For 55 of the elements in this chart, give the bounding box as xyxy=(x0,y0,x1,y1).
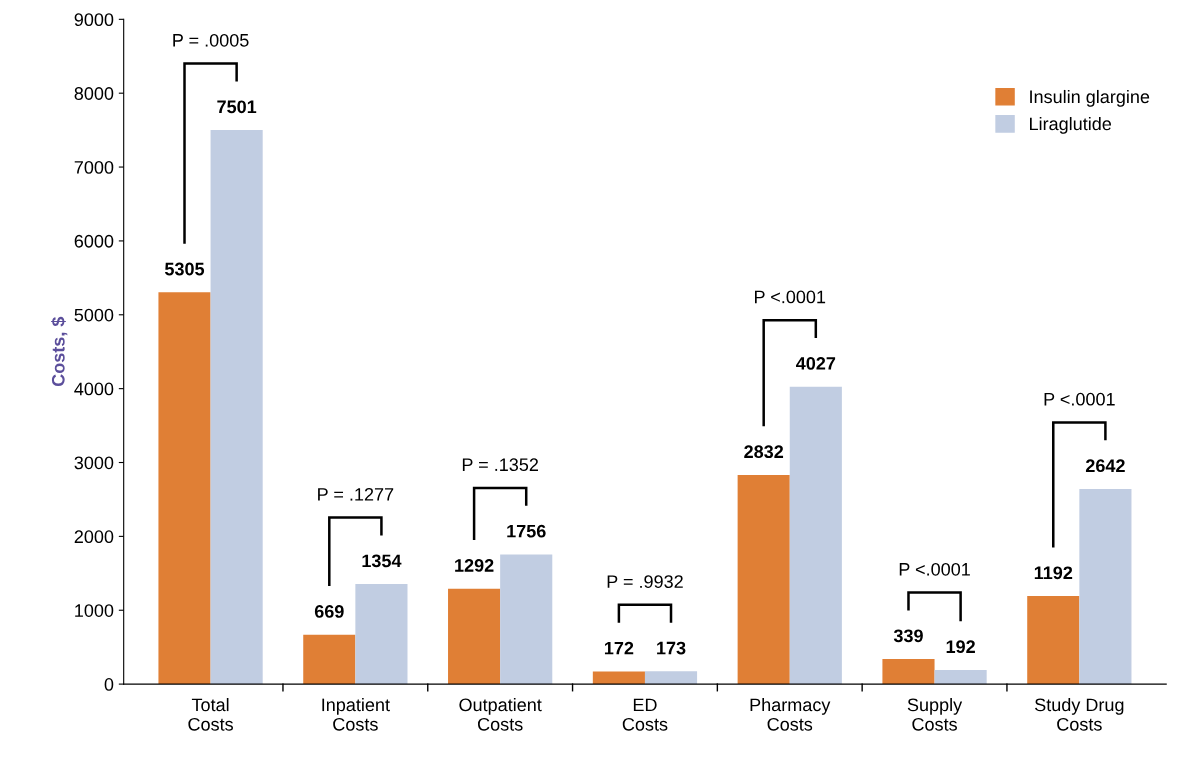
bar xyxy=(303,634,356,685)
y-tick-label: 7000 xyxy=(74,160,114,174)
x-tick-label: Supply Costs xyxy=(907,697,963,731)
legend-label: Liraglutide xyxy=(1030,116,1112,134)
y-tick-label: 9000 xyxy=(74,13,114,27)
bar xyxy=(158,292,211,685)
y-tick-label: 2000 xyxy=(74,530,114,544)
bar xyxy=(592,671,645,685)
data-label: 5305 xyxy=(164,262,205,276)
bar xyxy=(210,130,263,685)
bar xyxy=(1079,488,1132,685)
bar xyxy=(789,386,842,685)
data-label: 1756 xyxy=(507,524,546,538)
y-tick-label: 6000 xyxy=(74,234,114,248)
x-tick-label: Study Drug Costs xyxy=(1035,697,1124,731)
x-tick-label: Total Costs xyxy=(188,697,233,731)
data-label: 7501 xyxy=(217,100,257,114)
annotation: P = .1352 xyxy=(462,458,538,472)
bar xyxy=(500,554,553,685)
y-tick-label: 4000 xyxy=(74,382,114,396)
bar xyxy=(448,588,501,685)
y-tick-label: 8000 xyxy=(74,87,114,100)
data-label: 172 xyxy=(604,641,634,655)
y-tick-label: 0 xyxy=(104,678,114,691)
legend-label: Insulin glargine xyxy=(1030,89,1150,107)
bar xyxy=(1027,596,1080,685)
annotation: P = .1277 xyxy=(318,487,394,501)
x-tick-label: ED Costs xyxy=(622,698,668,731)
bar xyxy=(355,584,408,685)
data-label: 192 xyxy=(946,640,975,654)
bar xyxy=(882,659,935,685)
data-label: 2642 xyxy=(1085,459,1125,473)
data-label: 4027 xyxy=(796,357,836,370)
data-label: 1192 xyxy=(1034,566,1073,580)
x-tick-label: Outpatient Costs xyxy=(459,697,542,731)
annotation: P = .0005 xyxy=(173,33,249,47)
y-tick-label: 1000 xyxy=(75,604,114,617)
bar xyxy=(737,474,790,685)
annotation: P <.0001 xyxy=(755,290,826,304)
x-tick-label: Inpatient Costs xyxy=(322,697,390,731)
annotation: P <.0001 xyxy=(1044,392,1115,406)
bar xyxy=(934,669,987,685)
data-label: 339 xyxy=(893,629,923,643)
data-label: 669 xyxy=(314,605,344,618)
y-tick-label: 3000 xyxy=(74,456,114,470)
data-label: 2832 xyxy=(744,445,784,459)
bar xyxy=(644,671,698,685)
annotation: P <.0001 xyxy=(899,562,970,576)
y-axis-title: Costs, $ xyxy=(51,316,68,387)
data-label: 1354 xyxy=(362,554,402,568)
data-label: 173 xyxy=(657,641,686,655)
annotation: P = .9932 xyxy=(607,575,683,588)
y-tick-label: 5000 xyxy=(74,308,114,322)
data-label: 1292 xyxy=(455,559,494,572)
x-tick-label: Pharmacy Costs xyxy=(750,697,831,731)
